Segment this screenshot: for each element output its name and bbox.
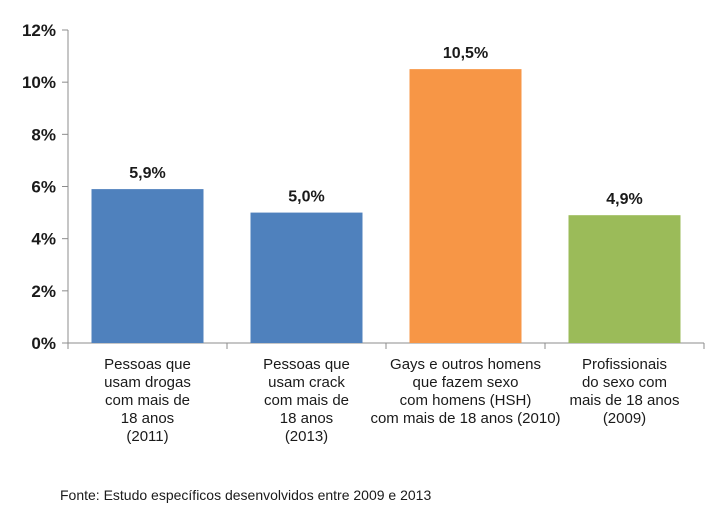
x-category-label: Profissionais do sexo com mais de 18 ano…: [569, 356, 680, 427]
y-tick-label: 8%: [31, 125, 56, 144]
y-tick-label: 4%: [31, 230, 56, 249]
x-category-label: Gays e outros homens que fazem sexo com …: [370, 356, 561, 427]
bar: [91, 189, 204, 343]
bar: [568, 215, 681, 343]
y-tick-label: 10%: [22, 73, 56, 92]
y-tick-label: 2%: [31, 282, 56, 301]
y-tick-label: 12%: [22, 21, 56, 40]
data-label: 4,9%: [606, 191, 642, 208]
data-label: 5,9%: [129, 165, 165, 182]
x-category-label: Pessoas que usam crack com mais de 18 an…: [263, 356, 350, 445]
source-note: Fonte: Estudo específicos desenvolvidos …: [60, 487, 432, 503]
bar: [409, 69, 522, 343]
data-label: 10,5%: [443, 45, 488, 62]
y-tick-label: 0%: [31, 334, 56, 353]
data-label: 5,0%: [288, 189, 324, 206]
y-tick-label: 6%: [31, 178, 56, 197]
bar: [250, 212, 363, 343]
x-category-label: Pessoas que usam drogas com mais de 18 a…: [104, 356, 191, 445]
